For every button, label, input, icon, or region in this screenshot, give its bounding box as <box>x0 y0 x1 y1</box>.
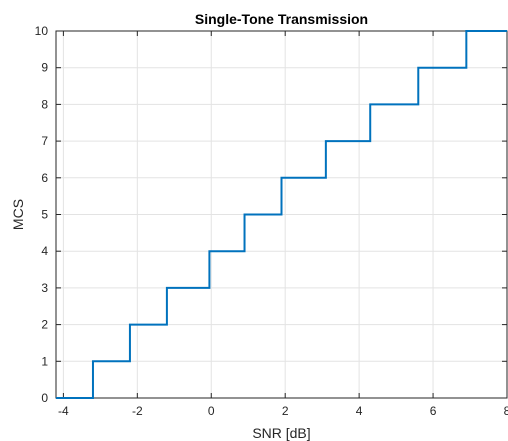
x-tick-label: 8 <box>504 404 508 418</box>
x-tick-label: 0 <box>208 404 215 418</box>
y-tick-label: 3 <box>41 281 48 295</box>
y-tick-label: 8 <box>41 97 48 111</box>
y-tick-label: 6 <box>41 171 48 185</box>
y-tick-label: 10 <box>35 24 49 38</box>
x-tick-label: -4 <box>58 404 69 418</box>
y-tick-label: 5 <box>41 208 48 222</box>
x-tick-label: 6 <box>430 404 437 418</box>
y-tick-label: 7 <box>41 134 48 148</box>
y-tick-label: 9 <box>41 61 48 75</box>
y-tick-label: 4 <box>41 244 48 258</box>
y-tick-label: 2 <box>41 318 48 332</box>
y-tick-label: 0 <box>41 391 48 405</box>
chart-title: Single-Tone Transmission <box>195 11 368 27</box>
y-tick-label: 1 <box>41 354 48 368</box>
x-tick-label: -2 <box>132 404 143 418</box>
y-axis-label: MCS <box>10 199 26 230</box>
x-tick-label: 2 <box>282 404 289 418</box>
x-tick-label: 4 <box>356 404 363 418</box>
x-axis-label: SNR [dB] <box>252 425 310 441</box>
